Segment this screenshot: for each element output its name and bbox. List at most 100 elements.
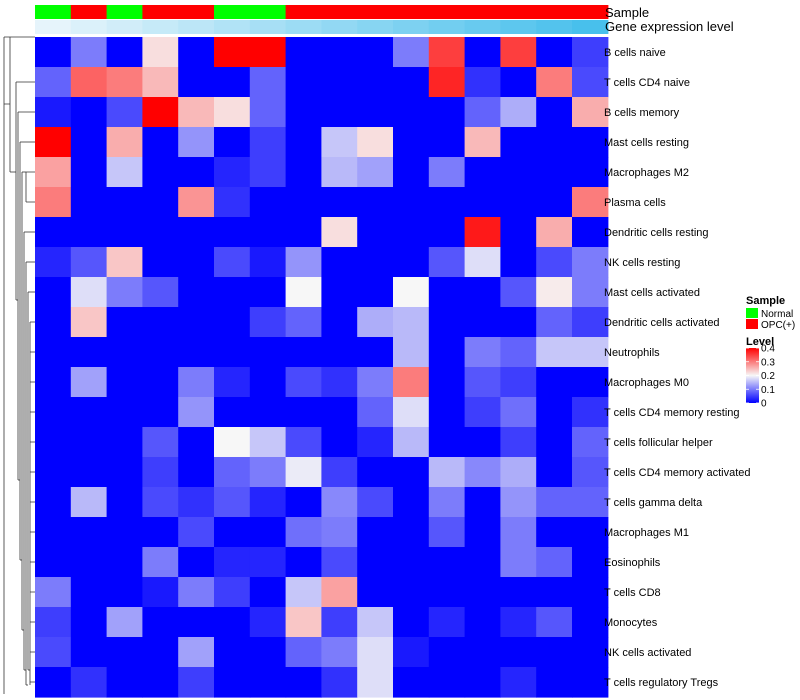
heatmap-cell [142,127,179,158]
row-label: Plasma cells [604,197,666,209]
row-label: T cells CD4 memory activated [604,467,751,479]
heatmap-cell [536,67,573,98]
row-label: Dendritic cells activated [604,317,720,329]
heatmap-cell [106,127,143,158]
heatmap-cell [214,247,251,278]
heatmap-cell [178,67,215,98]
heatmap-cell [106,667,143,698]
heatmap-cell [285,157,322,188]
heatmap-cell [35,37,72,68]
heatmap-cell [249,37,287,68]
heatmap-cell [500,277,537,308]
expression-annotation-cell [214,20,251,34]
heatmap-cell [428,397,466,428]
row-label: T cells CD8 [604,587,661,599]
heatmap-cell [178,487,215,518]
row-label: T cells CD4 naive [604,77,690,89]
heatmap-cell [428,37,466,68]
heatmap-cell [464,37,501,68]
heatmap-cells [35,37,609,698]
heatmap-cell [70,217,108,248]
heatmap-cell [214,517,251,548]
expression-annotation-cell [70,20,108,34]
row-label: NK cells activated [604,647,691,659]
heatmap-cell [106,37,143,68]
heatmap-cell [106,277,143,308]
sample-annotation-cell [321,5,358,19]
heatmap-cell [249,277,287,308]
heatmap-cell [536,397,573,428]
expression-annotation-cell [35,20,72,34]
heatmap-cell [178,397,215,428]
heatmap-cell [393,397,430,428]
heatmap-cell [572,457,609,488]
heatmap-cell [35,157,72,188]
sample-annotation-cell [572,5,609,19]
heatmap-cell [393,637,430,668]
heatmap-cell [357,367,394,398]
heatmap-cell [464,487,501,518]
heatmap-cell [393,607,430,638]
heatmap-cell [393,37,430,68]
heatmap-cell [70,337,108,368]
heatmap-cell [464,97,501,128]
heatmap-cell [178,637,215,668]
legend: Sample Normal OPC(+) Level 0.4 0.3 0.2 0.1 0 [746,295,795,410]
heatmap-cell [35,187,72,218]
heatmap-cell [536,367,573,398]
heatmap-cell [35,217,72,248]
heatmap-cell [321,517,358,548]
heatmap-cell [70,487,108,518]
heatmap-cell [428,607,466,638]
heatmap-cell [35,247,72,278]
heatmap-cell [536,157,573,188]
heatmap-cell [572,37,609,68]
row-label: Mast cells resting [604,137,689,149]
heatmap-cell [106,607,143,638]
heatmap-cell [249,97,287,128]
heatmap-cell [285,127,322,158]
heatmap-cell [536,457,573,488]
heatmap-cell [572,577,609,608]
heatmap-cell [500,157,537,188]
heatmap-cell [214,277,251,308]
heatmap-cell [214,547,251,578]
legend-level-title: Level [746,336,774,348]
heatmap-cell [572,367,609,398]
heatmap-cell [572,637,609,668]
heatmap-cell [70,607,108,638]
heatmap-cell [357,217,394,248]
heatmap-cell [357,337,394,368]
heatmap-cell [70,97,108,128]
heatmap-cell [321,37,358,68]
heatmap-cell [142,607,179,638]
heatmap-cell [249,487,287,518]
heatmap-cell [321,547,358,578]
heatmap-cell [249,547,287,578]
heatmap-cell [357,37,394,68]
heatmap-cell [357,607,394,638]
heatmap-cell [500,97,537,128]
heatmap-cell [142,457,179,488]
heatmap-cell [214,637,251,668]
heatmap-cell [35,667,72,698]
sample-annotation-cell [142,5,179,19]
heatmap-cell [536,37,573,68]
legend-swatch-normal [746,308,758,318]
heatmap-cell [249,157,287,188]
heatmap-cell [70,187,108,218]
heatmap-cell [249,337,287,368]
heatmap-cell [393,517,430,548]
heatmap-cell [142,277,179,308]
heatmap-cell [500,337,537,368]
heatmap-cell [142,307,179,338]
legend-level-colorbar [746,348,759,403]
heatmap-cell [464,217,501,248]
sample-annotation-cell [536,5,573,19]
heatmap-cell [142,247,179,278]
heatmap-cell [572,547,609,578]
heatmap-cell [393,487,430,518]
heatmap-cell [572,307,609,338]
heatmap-cell [142,187,179,218]
